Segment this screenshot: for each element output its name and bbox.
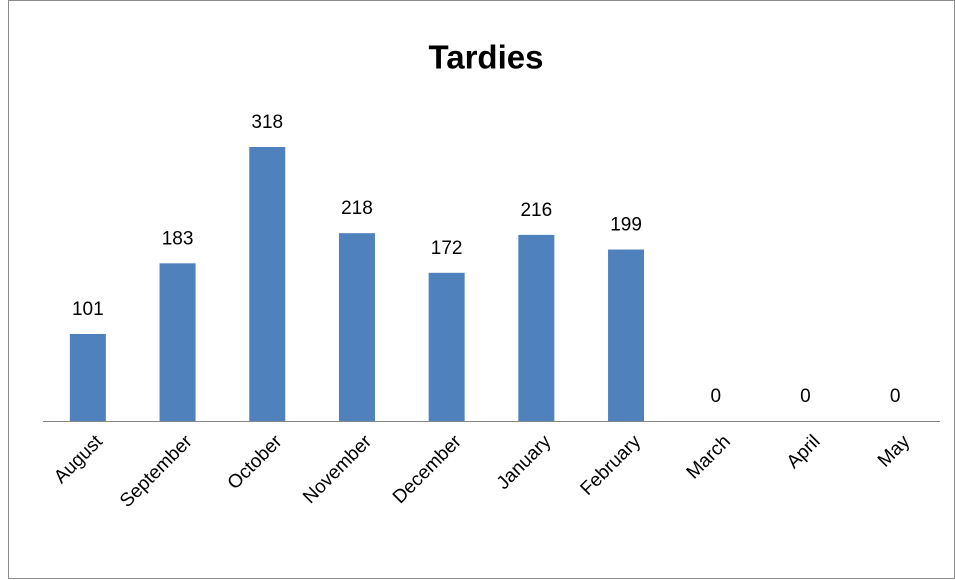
data-label: 218 [341, 198, 373, 219]
data-label: 172 [431, 238, 463, 259]
bar [518, 234, 555, 421]
data-label: 101 [72, 299, 104, 320]
bar [69, 333, 106, 421]
bar [159, 263, 196, 421]
bar [608, 249, 645, 421]
data-label: 0 [890, 386, 901, 407]
data-label: 216 [520, 200, 552, 221]
chart-title: Tardies [429, 39, 544, 76]
data-label: 199 [610, 215, 642, 236]
data-label: 318 [251, 112, 283, 133]
data-label: 183 [162, 228, 194, 249]
data-label: 0 [800, 386, 811, 407]
bar [249, 147, 286, 421]
bar [428, 272, 465, 421]
bar [338, 233, 375, 421]
data-label: 0 [710, 386, 721, 407]
